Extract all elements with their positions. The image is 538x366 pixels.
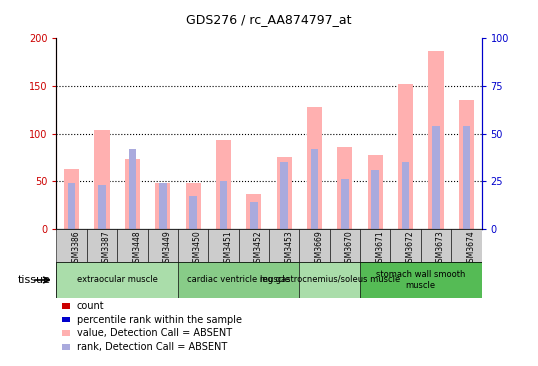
Bar — [269, 229, 299, 262]
Bar — [330, 229, 360, 262]
Text: stomach wall smooth
muscle: stomach wall smooth muscle — [376, 270, 465, 290]
Bar — [246, 194, 261, 229]
Bar — [155, 183, 171, 229]
Bar — [432, 126, 440, 229]
Text: GSM3452: GSM3452 — [254, 231, 263, 267]
Text: GSM3674: GSM3674 — [466, 231, 476, 267]
Text: GSM3671: GSM3671 — [376, 231, 384, 267]
Bar — [299, 262, 360, 298]
Bar — [299, 229, 330, 262]
Text: rank, Detection Call = ABSENT: rank, Detection Call = ABSENT — [77, 342, 227, 352]
Bar — [307, 107, 322, 229]
Bar — [360, 229, 391, 262]
Bar — [451, 229, 482, 262]
Text: leg gastrocnemius/soleus muscle: leg gastrocnemius/soleus muscle — [260, 276, 400, 284]
Bar — [117, 229, 147, 262]
Bar — [360, 262, 482, 298]
Bar — [341, 179, 349, 229]
Text: GSM3673: GSM3673 — [436, 231, 445, 267]
Bar — [428, 51, 443, 229]
Text: GSM3670: GSM3670 — [345, 231, 354, 267]
Bar — [250, 202, 258, 229]
Text: GSM3453: GSM3453 — [284, 231, 293, 267]
Bar — [398, 84, 413, 229]
Text: GSM3669: GSM3669 — [315, 231, 323, 267]
Bar — [391, 229, 421, 262]
Text: GSM3450: GSM3450 — [193, 231, 202, 267]
Bar — [178, 229, 208, 262]
Text: GDS276 / rc_AA874797_at: GDS276 / rc_AA874797_at — [186, 13, 352, 26]
Bar — [463, 126, 470, 229]
Bar — [147, 229, 178, 262]
Bar — [216, 140, 231, 229]
Text: cardiac ventricle muscle: cardiac ventricle muscle — [187, 276, 290, 284]
Bar — [125, 159, 140, 229]
Bar — [186, 183, 201, 229]
Bar — [56, 262, 178, 298]
Text: tissue: tissue — [18, 275, 51, 285]
Text: GSM3672: GSM3672 — [406, 231, 415, 267]
Text: extraocular muscle: extraocular muscle — [77, 276, 158, 284]
Bar — [277, 157, 292, 229]
Bar — [421, 229, 451, 262]
Text: GSM3387: GSM3387 — [102, 231, 111, 267]
Bar — [159, 183, 167, 229]
Bar — [95, 130, 110, 229]
Bar — [402, 162, 409, 229]
Bar — [87, 229, 117, 262]
Bar — [98, 185, 106, 229]
Bar — [239, 229, 269, 262]
Bar — [371, 170, 379, 229]
Text: value, Detection Call = ABSENT: value, Detection Call = ABSENT — [77, 328, 232, 339]
Bar — [311, 149, 318, 229]
Bar — [220, 181, 227, 229]
Bar — [367, 154, 383, 229]
Bar — [64, 169, 79, 229]
Bar — [280, 162, 288, 229]
Bar — [208, 229, 239, 262]
Bar — [129, 149, 136, 229]
Text: percentile rank within the sample: percentile rank within the sample — [77, 314, 242, 325]
Bar — [337, 147, 352, 229]
Bar — [459, 100, 474, 229]
Bar — [68, 183, 75, 229]
Text: GSM3448: GSM3448 — [132, 231, 141, 267]
Bar — [178, 262, 299, 298]
Bar — [189, 197, 197, 229]
Text: GSM3386: GSM3386 — [72, 231, 81, 267]
Text: GSM3449: GSM3449 — [162, 231, 172, 267]
Text: GSM3451: GSM3451 — [223, 231, 232, 267]
Text: count: count — [77, 300, 104, 311]
Bar — [56, 229, 87, 262]
